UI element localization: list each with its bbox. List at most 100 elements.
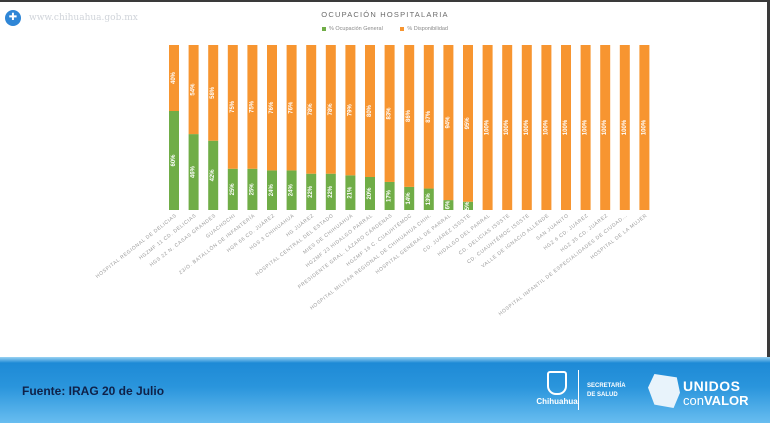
campaign-line2-b: VALOR bbox=[703, 393, 749, 408]
bar-availability bbox=[443, 45, 454, 201]
bar-availability bbox=[169, 45, 179, 111]
bar-occupancy bbox=[227, 168, 238, 210]
bar-occupancy bbox=[286, 170, 297, 210]
bar-availability bbox=[600, 45, 611, 210]
category-label: HOSPITAL REGIONAL DE DELICIAS bbox=[95, 213, 178, 280]
data-label-occupancy: 24% bbox=[289, 184, 295, 197]
data-label-occupancy: 21% bbox=[347, 186, 353, 199]
bar-availability bbox=[325, 45, 336, 174]
data-label-availability: 86% bbox=[406, 109, 412, 122]
bar-availability bbox=[502, 45, 513, 210]
data-label-availability: 78% bbox=[328, 103, 334, 116]
data-label-availability: 80% bbox=[367, 104, 373, 117]
campaign-line2-a: con bbox=[683, 393, 704, 408]
bar-availability bbox=[345, 45, 356, 176]
campaign-line1: UNIDOS bbox=[683, 378, 741, 394]
bar-availability bbox=[639, 45, 650, 210]
data-label-occupancy: 20% bbox=[367, 187, 373, 200]
bar-availability bbox=[541, 45, 552, 210]
bar-occupancy bbox=[267, 170, 277, 210]
bar-availability bbox=[227, 45, 238, 169]
bar-occupancy bbox=[443, 200, 454, 210]
data-label-occupancy: 42% bbox=[210, 169, 216, 182]
bar-availability bbox=[561, 45, 571, 210]
secretaria-line1: SECRETARÍA bbox=[587, 383, 626, 389]
data-label-availability: 58% bbox=[210, 86, 216, 99]
data-label-occupancy: 24% bbox=[269, 184, 275, 197]
site-header: ✚ www.chihuahua.gob.mx bbox=[5, 10, 138, 26]
campaign-line2: conVALOR bbox=[683, 393, 749, 408]
data-label-availability: 83% bbox=[387, 107, 393, 120]
logo-divider bbox=[578, 370, 579, 410]
bar-occupancy bbox=[423, 188, 434, 210]
bar-occupancy bbox=[188, 134, 199, 210]
category-label: HOSPITAL INFANTIL DE ESPECIALIDADES DE C… bbox=[498, 213, 629, 317]
data-label-availability: 75% bbox=[230, 100, 236, 113]
data-label-availability: 100% bbox=[485, 119, 491, 135]
data-label-occupancy: 25% bbox=[230, 183, 236, 196]
data-label-availability: 100% bbox=[563, 119, 569, 135]
bar-availability bbox=[482, 45, 493, 210]
window-right-border bbox=[767, 0, 770, 423]
bar-availability bbox=[404, 45, 415, 187]
data-label-availability: 87% bbox=[426, 110, 432, 123]
plus-circle-icon: ✚ bbox=[5, 10, 21, 26]
site-url: www.chihuahua.gob.mx bbox=[29, 13, 138, 23]
data-label-availability: 40% bbox=[171, 71, 177, 84]
gov-logo-text: Chihuahua bbox=[536, 397, 578, 406]
bar-occupancy bbox=[325, 173, 336, 210]
bar-occupancy bbox=[384, 181, 395, 210]
data-label-occupancy: 22% bbox=[308, 185, 314, 198]
data-label-availability: 94% bbox=[445, 116, 451, 129]
data-label-occupancy: 6% bbox=[445, 200, 451, 209]
data-label-occupancy: 46% bbox=[191, 165, 197, 178]
bar-availability bbox=[247, 45, 258, 169]
data-label-occupancy: 22% bbox=[328, 185, 334, 198]
data-label-occupancy: 5% bbox=[465, 201, 471, 210]
bar-availability bbox=[580, 45, 591, 210]
bar-availability bbox=[286, 45, 297, 171]
data-label-occupancy: 60% bbox=[171, 154, 177, 167]
secretaria-line2: DE SALUD bbox=[587, 392, 618, 398]
data-label-availability: 100% bbox=[622, 119, 628, 135]
bar-availability bbox=[521, 45, 532, 210]
chihuahua-map-icon bbox=[648, 374, 680, 408]
data-label-occupancy: 17% bbox=[387, 189, 393, 202]
bar-occupancy bbox=[247, 168, 258, 210]
data-label-occupancy: 13% bbox=[426, 193, 432, 206]
bar-occupancy bbox=[365, 177, 375, 210]
source-note: Fuente: IRAG 20 de Julio bbox=[22, 384, 165, 398]
data-label-availability: 95% bbox=[465, 117, 471, 130]
data-label-availability: 100% bbox=[602, 119, 608, 135]
data-label-availability: 75% bbox=[249, 100, 255, 113]
legend-swatch-availability bbox=[400, 26, 405, 31]
bar-occupancy bbox=[169, 111, 179, 210]
legend-item-occupancy: % Ocupación General bbox=[321, 26, 383, 32]
chihuahua-government-logo: Chihuahua bbox=[532, 371, 582, 406]
bar-availability bbox=[267, 45, 277, 171]
data-label-availability: 100% bbox=[504, 119, 510, 135]
secretaria-de-salud: SECRETARÍA DE SALUD bbox=[587, 382, 626, 400]
coat-of-arms-icon bbox=[547, 371, 567, 395]
data-label-availability: 76% bbox=[289, 101, 295, 114]
data-label-availability: 100% bbox=[543, 119, 549, 135]
bar-availability bbox=[306, 45, 317, 174]
legend-item-availability: % Disponibilidad bbox=[400, 26, 448, 32]
unidos-con-valor-logo: UNIDOS conVALOR bbox=[648, 374, 763, 414]
bar-availability bbox=[365, 45, 375, 177]
data-label-availability: 100% bbox=[641, 119, 647, 135]
legend-label-occupancy: % Ocupación General bbox=[328, 26, 383, 32]
stacked-bar-chart: 60% 40% HOSPITAL REGIONAL DE DELICIAS 46% 54… bbox=[95, 45, 650, 317]
bar-occupancy bbox=[345, 175, 356, 210]
data-label-availability: 78% bbox=[308, 103, 314, 116]
bar-availability bbox=[208, 45, 219, 141]
legend-label-availability: % Disponibilidad bbox=[407, 26, 448, 32]
data-label-occupancy: 25% bbox=[249, 183, 255, 196]
chart-title: OCUPACIÓN HOSPITALARIA bbox=[321, 10, 449, 19]
data-label-occupancy: 14% bbox=[406, 192, 412, 205]
data-label-availability: 100% bbox=[583, 119, 589, 135]
bar-occupancy bbox=[404, 186, 415, 210]
legend-swatch-occupancy bbox=[321, 26, 326, 31]
footer-banner: Fuente: IRAG 20 de Julio Chihuahua SECRE… bbox=[0, 357, 770, 423]
bar-availability bbox=[619, 45, 630, 210]
